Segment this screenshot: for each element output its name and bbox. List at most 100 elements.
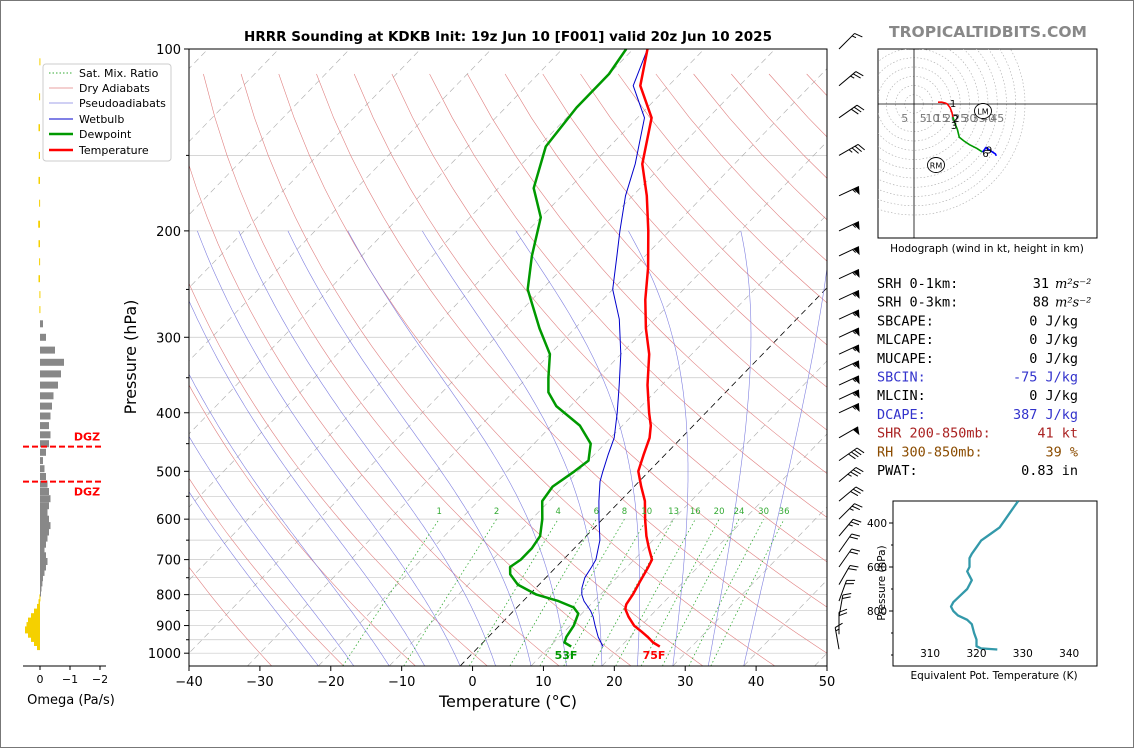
mixing-ratio-label: 24 xyxy=(734,507,745,517)
hodograph-height-label: 6 xyxy=(982,149,988,160)
omega-bar xyxy=(40,563,46,571)
wind-barb-full xyxy=(853,106,862,113)
surface-temp-label: 75F xyxy=(643,649,666,662)
wind-barb xyxy=(838,533,861,553)
moist-adiabat-line xyxy=(628,230,689,666)
mixing-ratio-line xyxy=(563,518,648,666)
wind-barb-flag xyxy=(853,344,860,354)
wind-barb xyxy=(838,289,860,301)
mixing-ratio-label: 4 xyxy=(555,507,560,517)
wind-barb-full xyxy=(853,449,862,456)
legend-dewpoint: Dewpoint xyxy=(79,128,132,141)
wind-barb-staff xyxy=(838,104,858,119)
omega-bar xyxy=(40,440,49,448)
omega-bar xyxy=(40,574,43,582)
omega-bar xyxy=(40,448,46,456)
wind-barb xyxy=(838,548,861,568)
wind-barb-flag xyxy=(853,221,860,231)
isotherm-line xyxy=(530,360,827,666)
mixing-ratio-label: 20 xyxy=(714,507,725,517)
omega-bar xyxy=(38,220,40,228)
omega-bar xyxy=(40,358,64,366)
omega-bar xyxy=(40,528,49,536)
wind-barb-full xyxy=(850,521,860,526)
dry-adiabat-line xyxy=(391,73,827,563)
wind-barb-flag xyxy=(853,269,860,278)
ytick-label: 800 xyxy=(156,589,181,604)
thetae-ytick-label: 600 xyxy=(867,562,887,574)
wind-barb xyxy=(838,426,860,439)
ytick-label: 200 xyxy=(156,225,181,240)
stat-value: 39 % xyxy=(1045,444,1078,460)
moist-adiabat-line xyxy=(189,300,425,666)
wind-barb xyxy=(838,344,860,355)
wind-barb-flag xyxy=(853,375,860,385)
ytick-label: 600 xyxy=(156,513,181,528)
wind-barb xyxy=(838,32,863,50)
dry-adiabat-line xyxy=(278,73,776,666)
wind-barb-half xyxy=(849,508,854,511)
wind-barb xyxy=(834,622,843,650)
moist-adiabat-line xyxy=(189,491,319,666)
omega-bar xyxy=(40,540,46,548)
wind-barb-full xyxy=(854,32,863,38)
hodograph-ring-label: 5 xyxy=(920,112,927,125)
wind-barb xyxy=(838,375,860,386)
wind-barb-full xyxy=(845,583,854,585)
wind-barb-staff xyxy=(838,580,847,602)
xtick-label: 40 xyxy=(748,675,765,690)
moist-adiabat-line xyxy=(515,230,640,666)
thetae-xtick-label: 340 xyxy=(1059,648,1079,660)
wind-barb-half xyxy=(848,149,853,153)
wind-barb-staff xyxy=(838,268,860,280)
wind-barb-half xyxy=(847,473,852,477)
wind-barb xyxy=(838,608,848,635)
wind-barb-full xyxy=(851,147,859,154)
wind-barb-flag xyxy=(853,390,860,399)
omega-bar xyxy=(40,488,49,495)
wind-barb-flag xyxy=(853,186,860,196)
omega-bar xyxy=(39,594,41,602)
omega-bar xyxy=(31,634,40,642)
moist-adiabat-line xyxy=(287,230,532,666)
dry-adiabat-line xyxy=(429,73,827,518)
omega-bar xyxy=(39,199,41,207)
omega-bar xyxy=(31,613,40,621)
stat-label: MLCIN: xyxy=(877,388,926,404)
wind-barb xyxy=(838,268,860,280)
omega-bar xyxy=(39,93,41,101)
stat-label: PWAT: xyxy=(877,463,918,479)
wind-barb xyxy=(838,579,856,602)
moist-adiabat-line xyxy=(743,265,827,666)
wind-barb-half xyxy=(852,249,856,253)
omega-bar xyxy=(38,151,40,159)
omega-bar xyxy=(40,584,42,592)
wind-barb-half xyxy=(852,347,856,352)
mixing-ratio-line xyxy=(640,519,720,666)
hodograph-ring-label: 15 xyxy=(935,112,949,125)
moist-adiabat-line xyxy=(189,373,390,666)
wind-barb-full xyxy=(855,467,864,473)
wind-barb-full xyxy=(850,471,859,477)
legend-dry: Dry Adiabats xyxy=(79,82,150,95)
wind-barb-flag xyxy=(853,328,860,337)
wind-barb xyxy=(838,389,860,400)
moist-adiabat-line xyxy=(422,230,603,666)
mixing-ratio-label: 10 xyxy=(641,507,652,517)
wind-barb-flag xyxy=(853,403,860,413)
omega-tick-label: 0 xyxy=(37,673,44,686)
ytick-label: 100 xyxy=(156,43,181,58)
dgz-label: DGZ xyxy=(74,486,100,499)
ytick-label: 500 xyxy=(156,465,181,480)
thetae-ytick-label: 400 xyxy=(867,518,887,530)
xtick-label: −40 xyxy=(175,675,202,690)
dry-adiabat-line xyxy=(203,73,632,666)
stat-label: DCAPE: xyxy=(877,407,926,423)
stat-value: 0 J/kg xyxy=(1029,388,1078,404)
thetae-ylabel: Pressure (hPa) xyxy=(876,545,888,620)
ytick-label: 400 xyxy=(156,407,181,422)
mixing-ratio-label: 6 xyxy=(594,507,599,517)
omega-xlabel: Omega (Pa/s) xyxy=(27,693,115,708)
wind-barb xyxy=(838,143,865,156)
